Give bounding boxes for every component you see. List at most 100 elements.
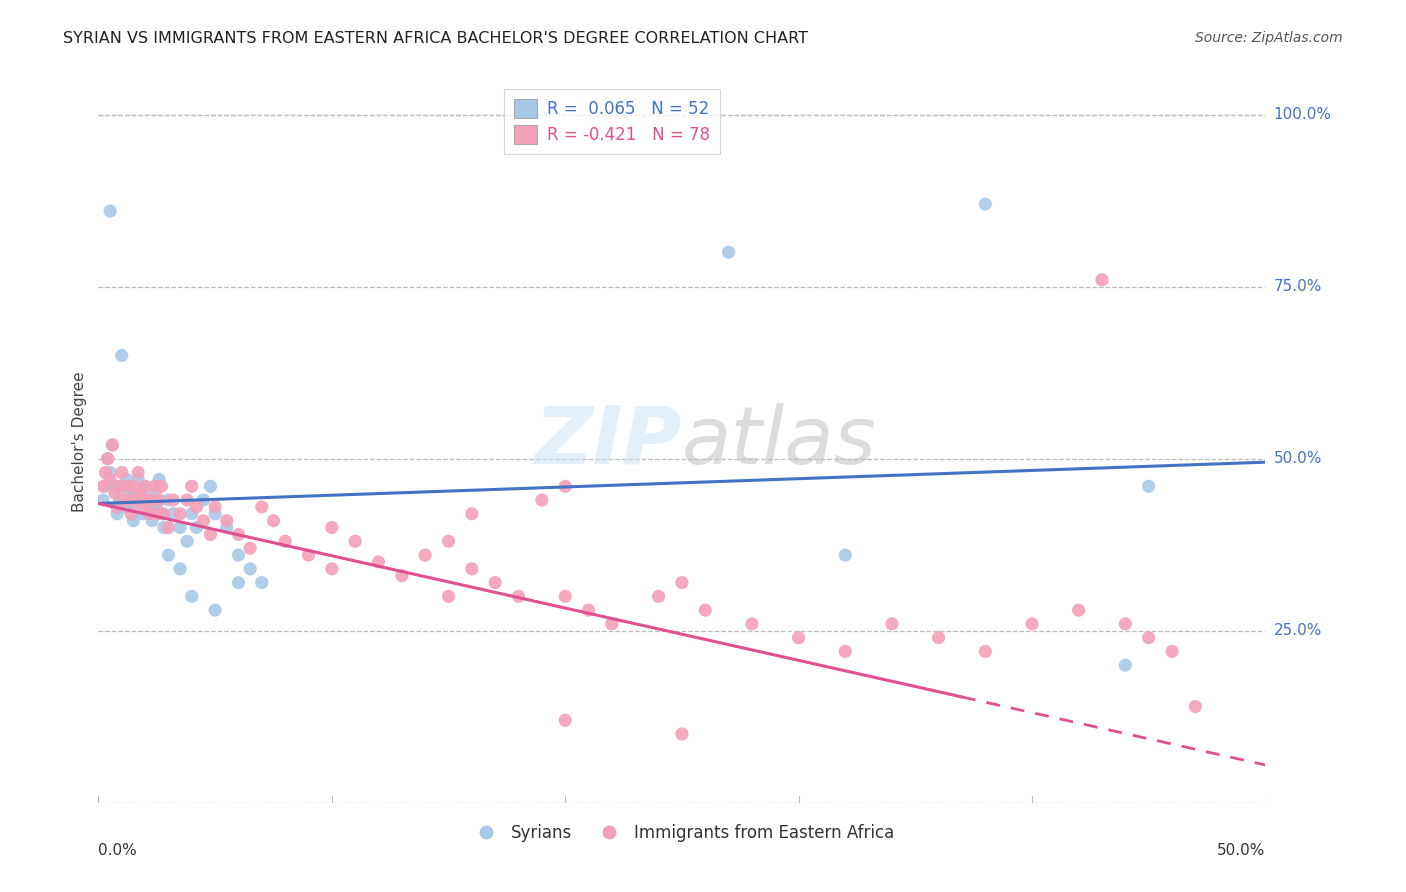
- Point: [150, 479, 173, 493]
- Text: ZIP: ZIP: [534, 402, 682, 481]
- Point: [94, 479, 117, 493]
- Point: [169, 562, 191, 576]
- Point: [139, 507, 162, 521]
- Point: [239, 541, 262, 556]
- Point: [148, 493, 170, 508]
- Point: [143, 486, 166, 500]
- Point: [169, 520, 191, 534]
- Point: [180, 507, 202, 521]
- Point: [176, 534, 198, 549]
- Point: [150, 507, 173, 521]
- Point: [136, 493, 159, 508]
- Point: [250, 575, 273, 590]
- Point: [97, 451, 120, 466]
- Point: [391, 568, 413, 582]
- Point: [1161, 644, 1184, 658]
- Point: [169, 507, 191, 521]
- Point: [193, 514, 215, 528]
- Point: [176, 493, 198, 508]
- Text: 50.0%: 50.0%: [1274, 451, 1322, 467]
- Point: [112, 500, 135, 514]
- Point: [554, 590, 576, 604]
- Point: [115, 479, 138, 493]
- Legend: Syrians, Immigrants from Eastern Africa: Syrians, Immigrants from Eastern Africa: [463, 817, 901, 848]
- Text: atlas: atlas: [682, 402, 877, 481]
- Point: [157, 520, 180, 534]
- Point: [928, 631, 950, 645]
- Point: [134, 479, 156, 493]
- Point: [228, 548, 250, 562]
- Point: [152, 520, 174, 534]
- Point: [129, 493, 152, 508]
- Point: [134, 479, 156, 493]
- Point: [162, 493, 184, 508]
- Point: [215, 520, 238, 534]
- Point: [200, 527, 222, 541]
- Point: [554, 713, 576, 727]
- Point: [111, 349, 134, 363]
- Point: [1114, 658, 1136, 673]
- Point: [484, 575, 506, 590]
- Point: [108, 479, 131, 493]
- Point: [974, 644, 997, 658]
- Point: [671, 727, 693, 741]
- Point: [239, 562, 262, 576]
- Point: [1137, 631, 1160, 645]
- Point: [104, 486, 127, 500]
- Point: [152, 507, 174, 521]
- Point: [321, 520, 343, 534]
- Point: [1067, 603, 1090, 617]
- Point: [262, 514, 284, 528]
- Point: [105, 500, 128, 514]
- Point: [180, 590, 202, 604]
- Point: [127, 472, 149, 486]
- Point: [148, 472, 170, 486]
- Point: [139, 500, 162, 514]
- Point: [437, 590, 460, 604]
- Point: [91, 479, 114, 493]
- Point: [97, 451, 120, 466]
- Point: [787, 631, 810, 645]
- Point: [120, 507, 142, 521]
- Point: [508, 590, 530, 604]
- Point: [344, 534, 367, 549]
- Point: [215, 514, 238, 528]
- Point: [647, 590, 669, 604]
- Text: SYRIAN VS IMMIGRANTS FROM EASTERN AFRICA BACHELOR'S DEGREE CORRELATION CHART: SYRIAN VS IMMIGRANTS FROM EASTERN AFRICA…: [63, 31, 808, 46]
- Text: 25.0%: 25.0%: [1274, 624, 1322, 639]
- Point: [530, 493, 553, 508]
- Point: [118, 486, 141, 500]
- Point: [1184, 699, 1206, 714]
- Point: [125, 486, 148, 500]
- Point: [104, 479, 127, 493]
- Point: [118, 493, 141, 508]
- Point: [461, 562, 484, 576]
- Point: [717, 245, 740, 260]
- Point: [204, 603, 226, 617]
- Text: 50.0%: 50.0%: [1218, 843, 1265, 857]
- Point: [143, 479, 166, 493]
- Point: [367, 555, 389, 569]
- Point: [880, 616, 903, 631]
- Point: [125, 493, 148, 508]
- Point: [297, 548, 319, 562]
- Point: [136, 493, 159, 508]
- Point: [94, 466, 117, 480]
- Text: Source: ZipAtlas.com: Source: ZipAtlas.com: [1195, 31, 1343, 45]
- Text: 0.0%: 0.0%: [98, 843, 138, 857]
- Y-axis label: Bachelor's Degree: Bachelor's Degree: [72, 371, 87, 512]
- Point: [461, 507, 484, 521]
- Point: [834, 548, 856, 562]
- Point: [112, 493, 135, 508]
- Point: [122, 514, 145, 528]
- Point: [437, 534, 460, 549]
- Point: [101, 438, 124, 452]
- Point: [122, 479, 145, 493]
- Point: [274, 534, 297, 549]
- Point: [115, 472, 138, 486]
- Point: [413, 548, 436, 562]
- Point: [111, 479, 134, 493]
- Point: [200, 479, 222, 493]
- Point: [228, 527, 250, 541]
- Point: [98, 472, 121, 486]
